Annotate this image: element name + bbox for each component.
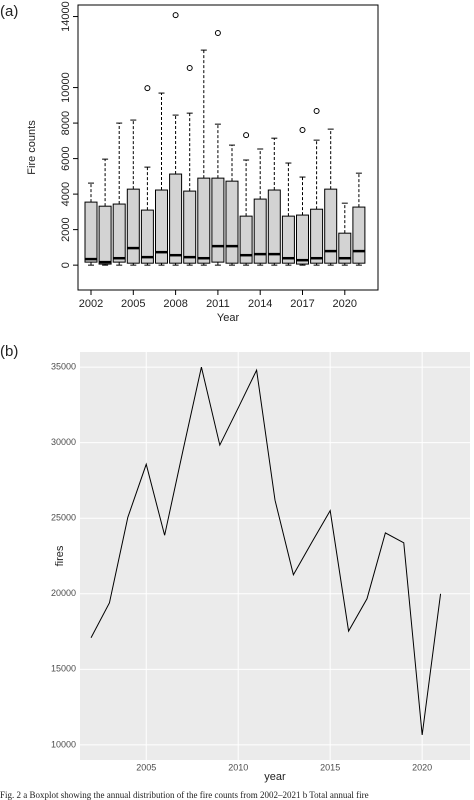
box	[126, 188, 140, 264]
y-tick-label: 30000	[51, 437, 76, 447]
x-tick-label: 2011	[206, 298, 230, 310]
y-tick-label: 20000	[51, 588, 76, 598]
box	[310, 208, 324, 264]
x-tick-label: 2008	[163, 298, 187, 310]
box	[211, 177, 225, 263]
y-tick-label: 14000	[60, 1, 72, 32]
box	[84, 201, 98, 263]
x-tick-label: 2014	[248, 298, 272, 310]
outlier	[313, 108, 320, 115]
x-tick-label: 2005	[121, 298, 145, 310]
panel-label: (a)	[0, 3, 18, 20]
y-tick-label: 2000	[60, 217, 72, 241]
box	[352, 206, 366, 264]
line	[90, 366, 442, 735]
x-axis-label: Year	[217, 312, 240, 324]
box	[155, 189, 168, 264]
x-tick-label: 2017	[290, 298, 314, 310]
outlier	[144, 85, 151, 92]
box	[253, 198, 267, 264]
box	[338, 232, 352, 264]
box	[324, 188, 338, 264]
box	[267, 189, 281, 264]
box	[140, 209, 154, 264]
y-tick-label: 35000	[51, 361, 76, 371]
plot-frame	[77, 4, 379, 291]
y-tick-label: 10000	[60, 72, 72, 103]
y-axis-label: Fire counts	[26, 120, 38, 175]
outlier	[214, 30, 221, 37]
box	[112, 203, 126, 263]
x-tick-label: 2010	[228, 762, 248, 772]
y-tick-label: 10000	[51, 739, 76, 749]
box	[98, 205, 112, 265]
box	[296, 214, 309, 265]
x-axis-label: year	[264, 771, 286, 783]
outlier	[243, 132, 250, 139]
y-tick-label: 15000	[51, 664, 76, 674]
x-tick-label: 2020	[412, 762, 432, 772]
box	[225, 180, 239, 264]
outlier	[299, 127, 306, 134]
box	[183, 190, 197, 264]
y-tick-label: 6000	[60, 146, 72, 170]
box	[281, 215, 295, 264]
box	[239, 215, 253, 264]
y-tick-label: 4000	[60, 182, 72, 206]
y-tick-label: 25000	[51, 513, 76, 523]
caption: Fig. 2 a Boxplot showing the annual dist…	[0, 790, 369, 800]
y-tick-label: 8000	[60, 111, 72, 135]
plot-background	[80, 352, 470, 760]
outlier	[186, 65, 193, 72]
box	[197, 177, 211, 264]
x-tick-label: 2015	[320, 762, 340, 772]
panel-label: (b)	[0, 343, 18, 360]
outlier	[172, 12, 179, 19]
y-tick-label: 0	[60, 262, 72, 268]
x-tick-label: 2005	[136, 762, 156, 772]
box	[169, 173, 183, 264]
x-tick-label: 2002	[79, 298, 103, 310]
x-tick-label: 2020	[333, 298, 357, 310]
y-axis-label: fires	[54, 545, 66, 566]
